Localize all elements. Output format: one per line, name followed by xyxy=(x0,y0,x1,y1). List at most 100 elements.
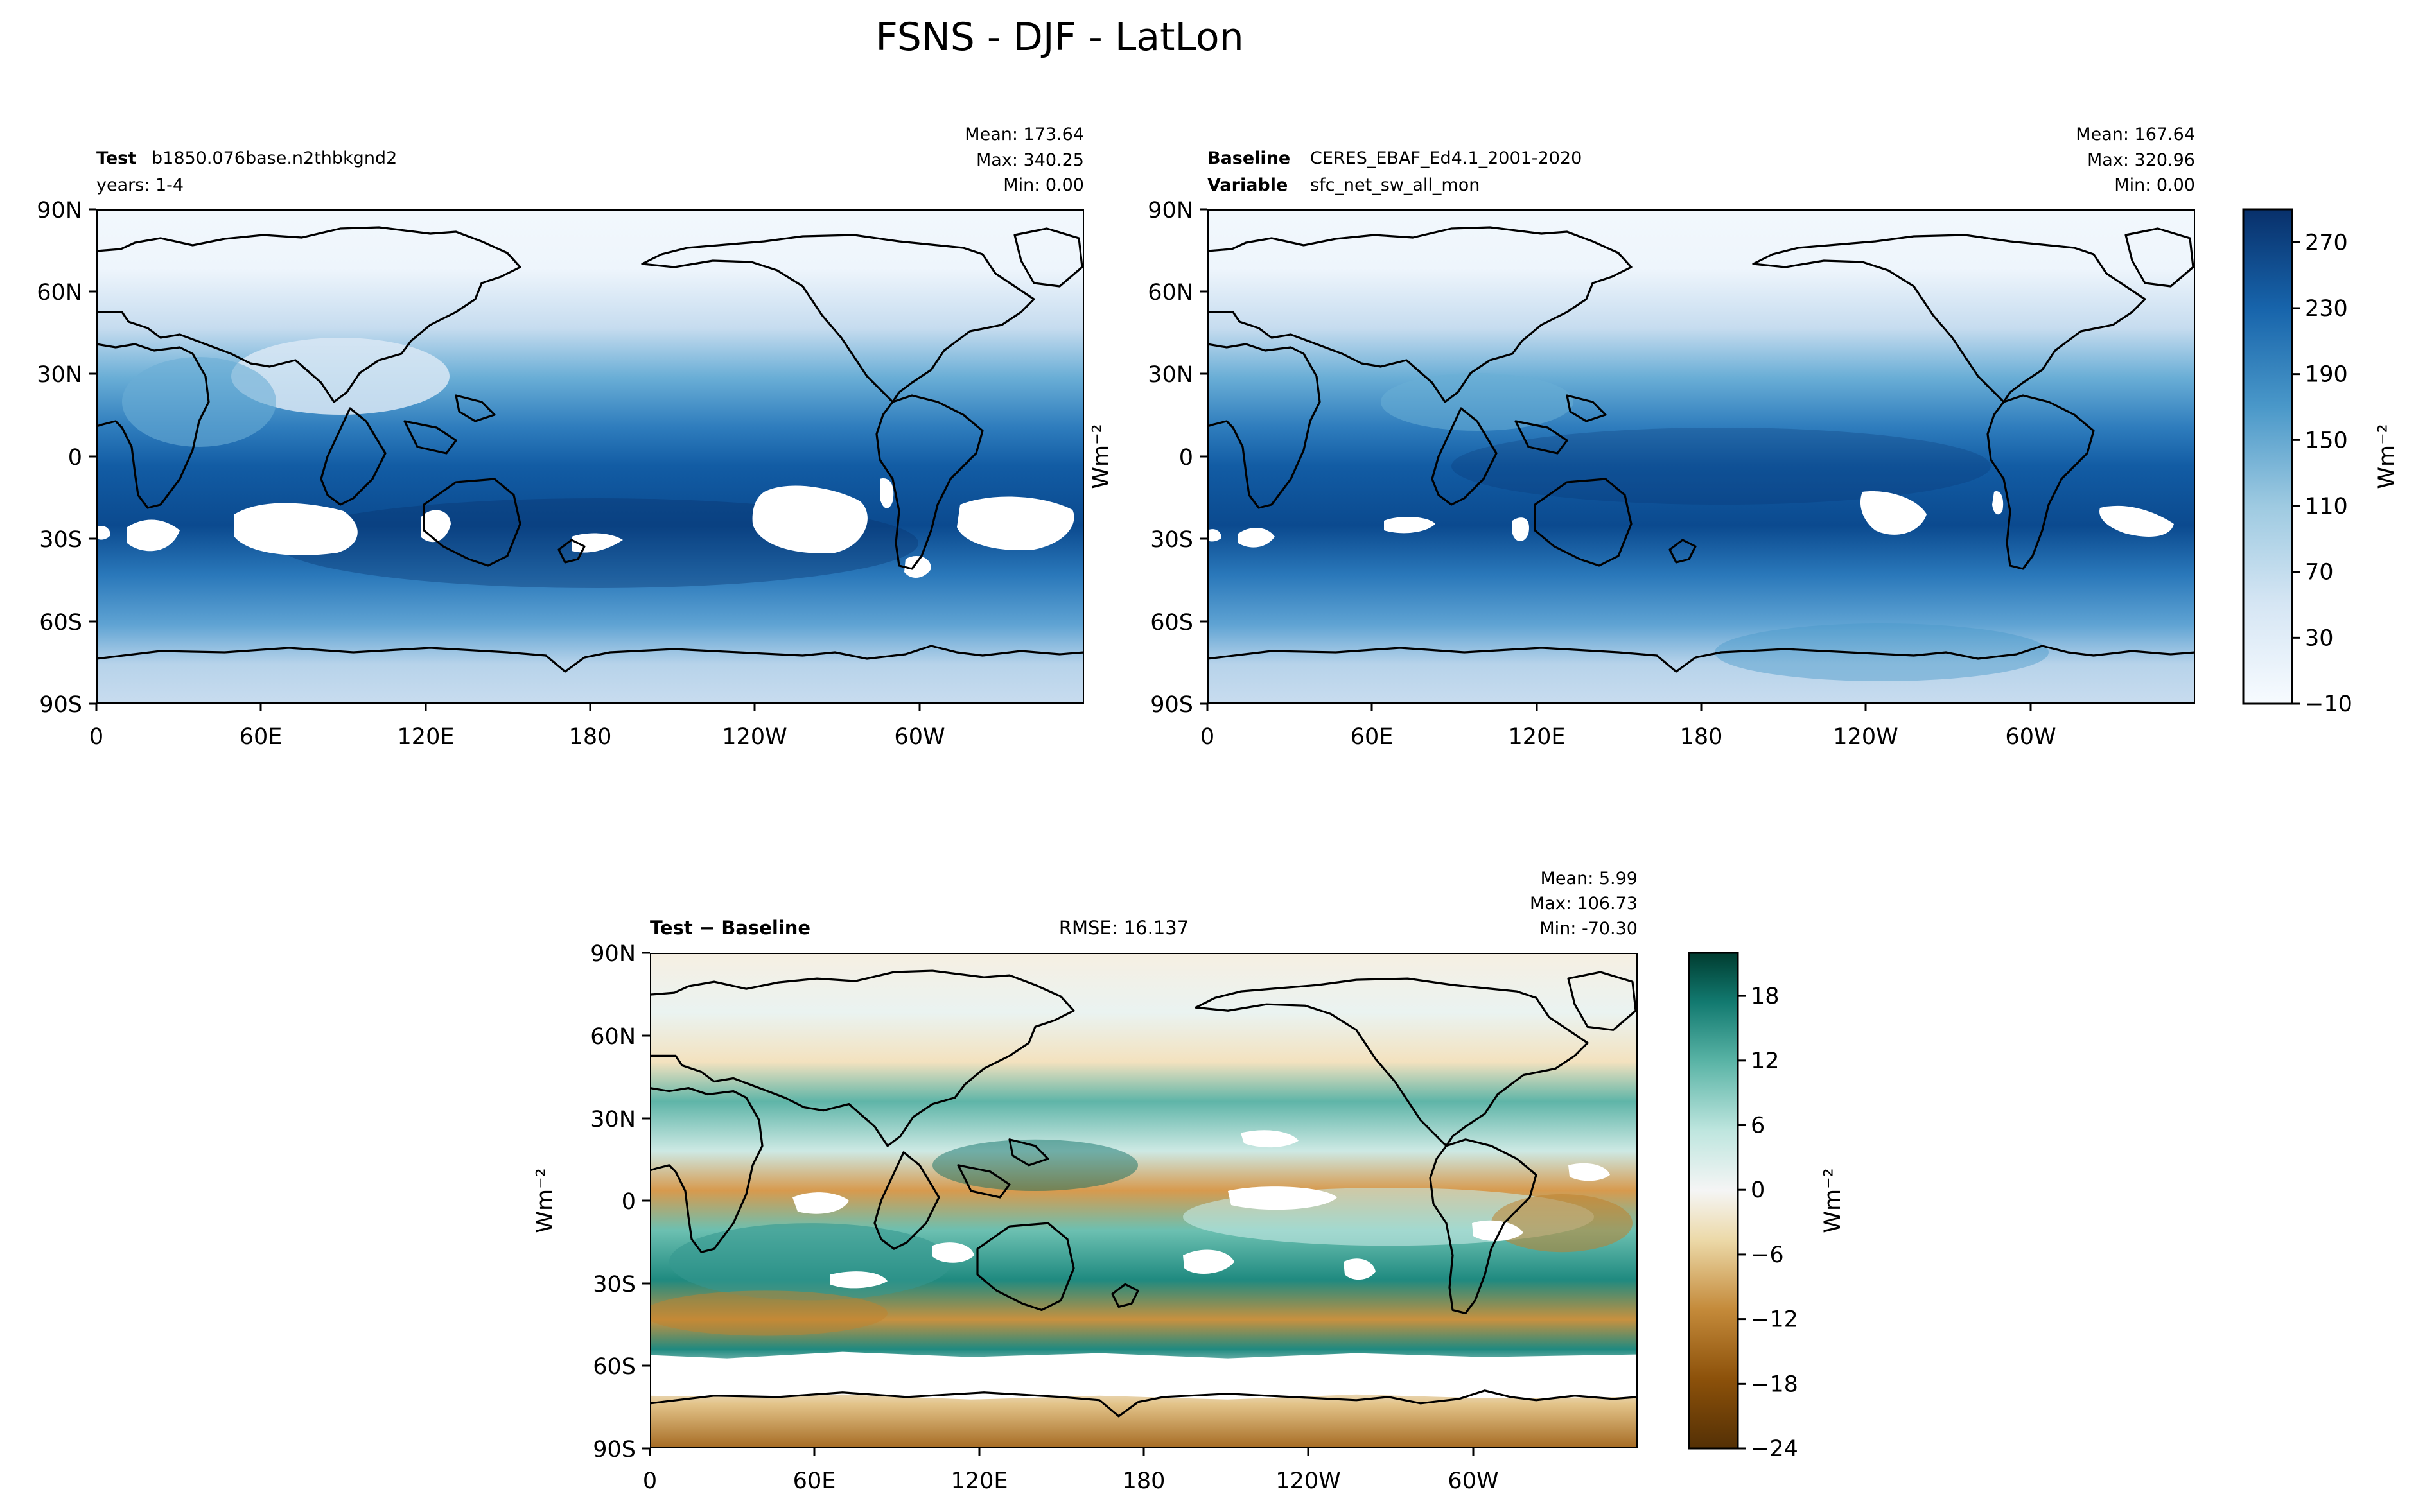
baseline-xtick-60e: 60E xyxy=(1351,724,1394,750)
diff-colorbar-tick-label: 6 xyxy=(1751,1113,1765,1139)
baseline-stat-mean: Mean: 167.64 xyxy=(2076,125,2195,144)
test-map-area xyxy=(96,209,1084,704)
diff-stat-min: Min: -70.30 xyxy=(1539,919,1638,939)
baseline-stratocumulus-pacific xyxy=(1860,491,1927,535)
diff-ytick-90s: 90S xyxy=(593,1437,636,1463)
test-ylabel: Wm⁻² xyxy=(1089,424,1114,489)
diff-ytick-0: 0 xyxy=(622,1189,636,1215)
test-xtick-60w: 60W xyxy=(894,724,945,750)
diff-white-atlantic xyxy=(1472,1220,1523,1241)
diff-xtick-60e: 60E xyxy=(793,1468,836,1494)
test-xtick-marks xyxy=(95,704,921,711)
diff-title-bold: Test − Baseline xyxy=(650,917,810,939)
diff-xtick-180: 180 xyxy=(1123,1468,1166,1494)
test-stat-max: Max: 340.25 xyxy=(976,150,1084,170)
diff-colorbar-tick-label: −12 xyxy=(1751,1307,1798,1333)
diff-ytick-30s: 30S xyxy=(593,1272,636,1298)
baseline-ytick-30s: 30S xyxy=(1150,527,1193,553)
baseline-xtick-0: 0 xyxy=(1200,724,1214,750)
test-coastlines xyxy=(96,226,1084,673)
test-xtick-120w: 120W xyxy=(722,724,787,750)
diff-white-pacific-nn xyxy=(1241,1130,1299,1148)
test-xtick-180: 180 xyxy=(569,724,612,750)
baseline-ytick-60n: 60N xyxy=(1148,280,1193,306)
baseline-colorbar-tick-label: 30 xyxy=(2305,625,2334,651)
baseline-xtick-120e: 120E xyxy=(1509,724,1566,750)
test-field-tibet xyxy=(231,338,450,415)
test-ytick-30n: 30N xyxy=(37,362,82,388)
baseline-colorbar-tick-label: 270 xyxy=(2305,230,2348,256)
diff-xtick-60w: 60W xyxy=(1448,1468,1498,1494)
baseline-ytick-0: 0 xyxy=(1179,445,1193,471)
baseline-coastlines xyxy=(1207,226,2195,673)
baseline-colorbar-ticks: 270 230 190 150 110 70 30 −10 xyxy=(2292,230,2352,717)
baseline-xtick-60w: 60W xyxy=(2005,724,2056,750)
diff-colorbar xyxy=(1688,952,1739,1450)
diff-colorbar-tick-label: 12 xyxy=(1751,1048,1780,1074)
baseline-field-antarctic xyxy=(1715,623,2049,681)
baseline-variable-value: sfc_net_sw_all_mon xyxy=(1310,175,1480,195)
test-xtick-0: 0 xyxy=(89,724,103,750)
test-stat-mean: Mean: 173.64 xyxy=(965,125,1084,144)
diff-map-area xyxy=(650,953,1638,1448)
diff-colorbar-tick-label: −24 xyxy=(1751,1436,1798,1462)
baseline-stat-max: Max: 320.96 xyxy=(2087,150,2195,170)
baseline-colorbar xyxy=(2242,208,2293,705)
diff-white-indian xyxy=(932,1242,974,1263)
diff-stat-mean: Mean: 5.99 xyxy=(1541,869,1638,889)
diff-xtick-0: 0 xyxy=(643,1468,657,1494)
baseline-stratocumulus-peru xyxy=(1992,491,2004,515)
diff-rmse: RMSE: 16.137 xyxy=(1059,917,1189,939)
baseline-stratocumulus-namibia xyxy=(1238,527,1275,548)
baseline-ytick-marks xyxy=(1200,208,1207,705)
test-ytick-90n: 90N xyxy=(37,198,82,223)
diff-colorbar-tick-label: −18 xyxy=(1751,1371,1798,1397)
diff-ytick-30n: 30N xyxy=(590,1107,636,1133)
baseline-colorbar-tick-label: 190 xyxy=(2305,362,2348,388)
baseline-field-itcz xyxy=(1451,428,1991,505)
test-ytick-90s: 90S xyxy=(39,692,82,718)
baseline-stratocumulus-australia xyxy=(1512,517,1529,542)
test-field-sahara xyxy=(122,357,276,447)
diff-coastlines xyxy=(650,969,1638,1418)
baseline-ytick-30n: 30N xyxy=(1148,362,1193,388)
diff-colorbar-tick-label: 0 xyxy=(1751,1177,1765,1203)
test-stat-min: Min: 0.00 xyxy=(1003,175,1084,195)
diff-colorbar-label: Wm⁻² xyxy=(1820,1168,1846,1233)
diff-colorbar-tick-label: 18 xyxy=(1751,984,1780,1009)
diff-ylabel: Wm⁻² xyxy=(532,1168,558,1233)
test-ytick-marks xyxy=(89,208,96,705)
diff-colorbar-ticks: 18 12 6 0 −6 −12 −18 −24 xyxy=(1738,984,1798,1462)
test-title-bold: Test xyxy=(96,148,136,168)
diff-white-so-belt xyxy=(650,1351,1638,1400)
diff-white-arabian xyxy=(792,1192,849,1214)
baseline-yticks: 90N 60N 30N 0 30S 60S 90S xyxy=(1148,198,1193,718)
baseline-field-base xyxy=(1207,209,2195,704)
baseline-colorbar-label: Wm⁻² xyxy=(2374,424,2400,489)
diff-white-atlantic-n xyxy=(1568,1163,1610,1181)
baseline-xticks: 0 60E 120E 180 120W 60W xyxy=(1200,724,2056,750)
baseline-colorbar-tick-label: 70 xyxy=(2305,560,2334,586)
diff-xticks: 0 60E 120E 180 120W 60W xyxy=(643,1468,1499,1494)
test-title-value: b1850.076base.n2thbkgnd2 xyxy=(152,148,397,168)
diff-colorbar-tick-label: −6 xyxy=(1751,1242,1784,1268)
baseline-ytick-90s: 90S xyxy=(1150,692,1193,718)
baseline-title-bold: Baseline xyxy=(1207,148,1290,168)
test-stratocumulus-indian xyxy=(234,503,358,555)
diff-xtick-120w: 120W xyxy=(1275,1468,1340,1494)
baseline-stratocumulus-indian xyxy=(1384,516,1435,534)
panel-difference: Test − Baseline RMSE: 16.137 Mean: 5.99 … xyxy=(532,869,1846,1494)
diff-white-pacific-n xyxy=(1228,1186,1337,1210)
baseline-title-value: CERES_EBAF_Ed4.1_2001-2020 xyxy=(1310,148,1582,168)
diff-xtick-120e: 120E xyxy=(951,1468,1008,1494)
test-stratocumulus-peru xyxy=(880,478,894,508)
test-stratocumulus-pacific xyxy=(752,485,868,553)
diff-field-warmpool xyxy=(932,1139,1138,1191)
baseline-colorbar-tick-label: 150 xyxy=(2305,428,2348,453)
baseline-field-asia xyxy=(1381,373,1573,431)
test-stratocumulus-patagonia xyxy=(904,556,931,578)
diff-ytick-60n: 60N xyxy=(590,1024,636,1050)
diff-ytick-60s: 60S xyxy=(593,1354,636,1380)
baseline-colorbar-tick-label: 230 xyxy=(2305,296,2348,322)
